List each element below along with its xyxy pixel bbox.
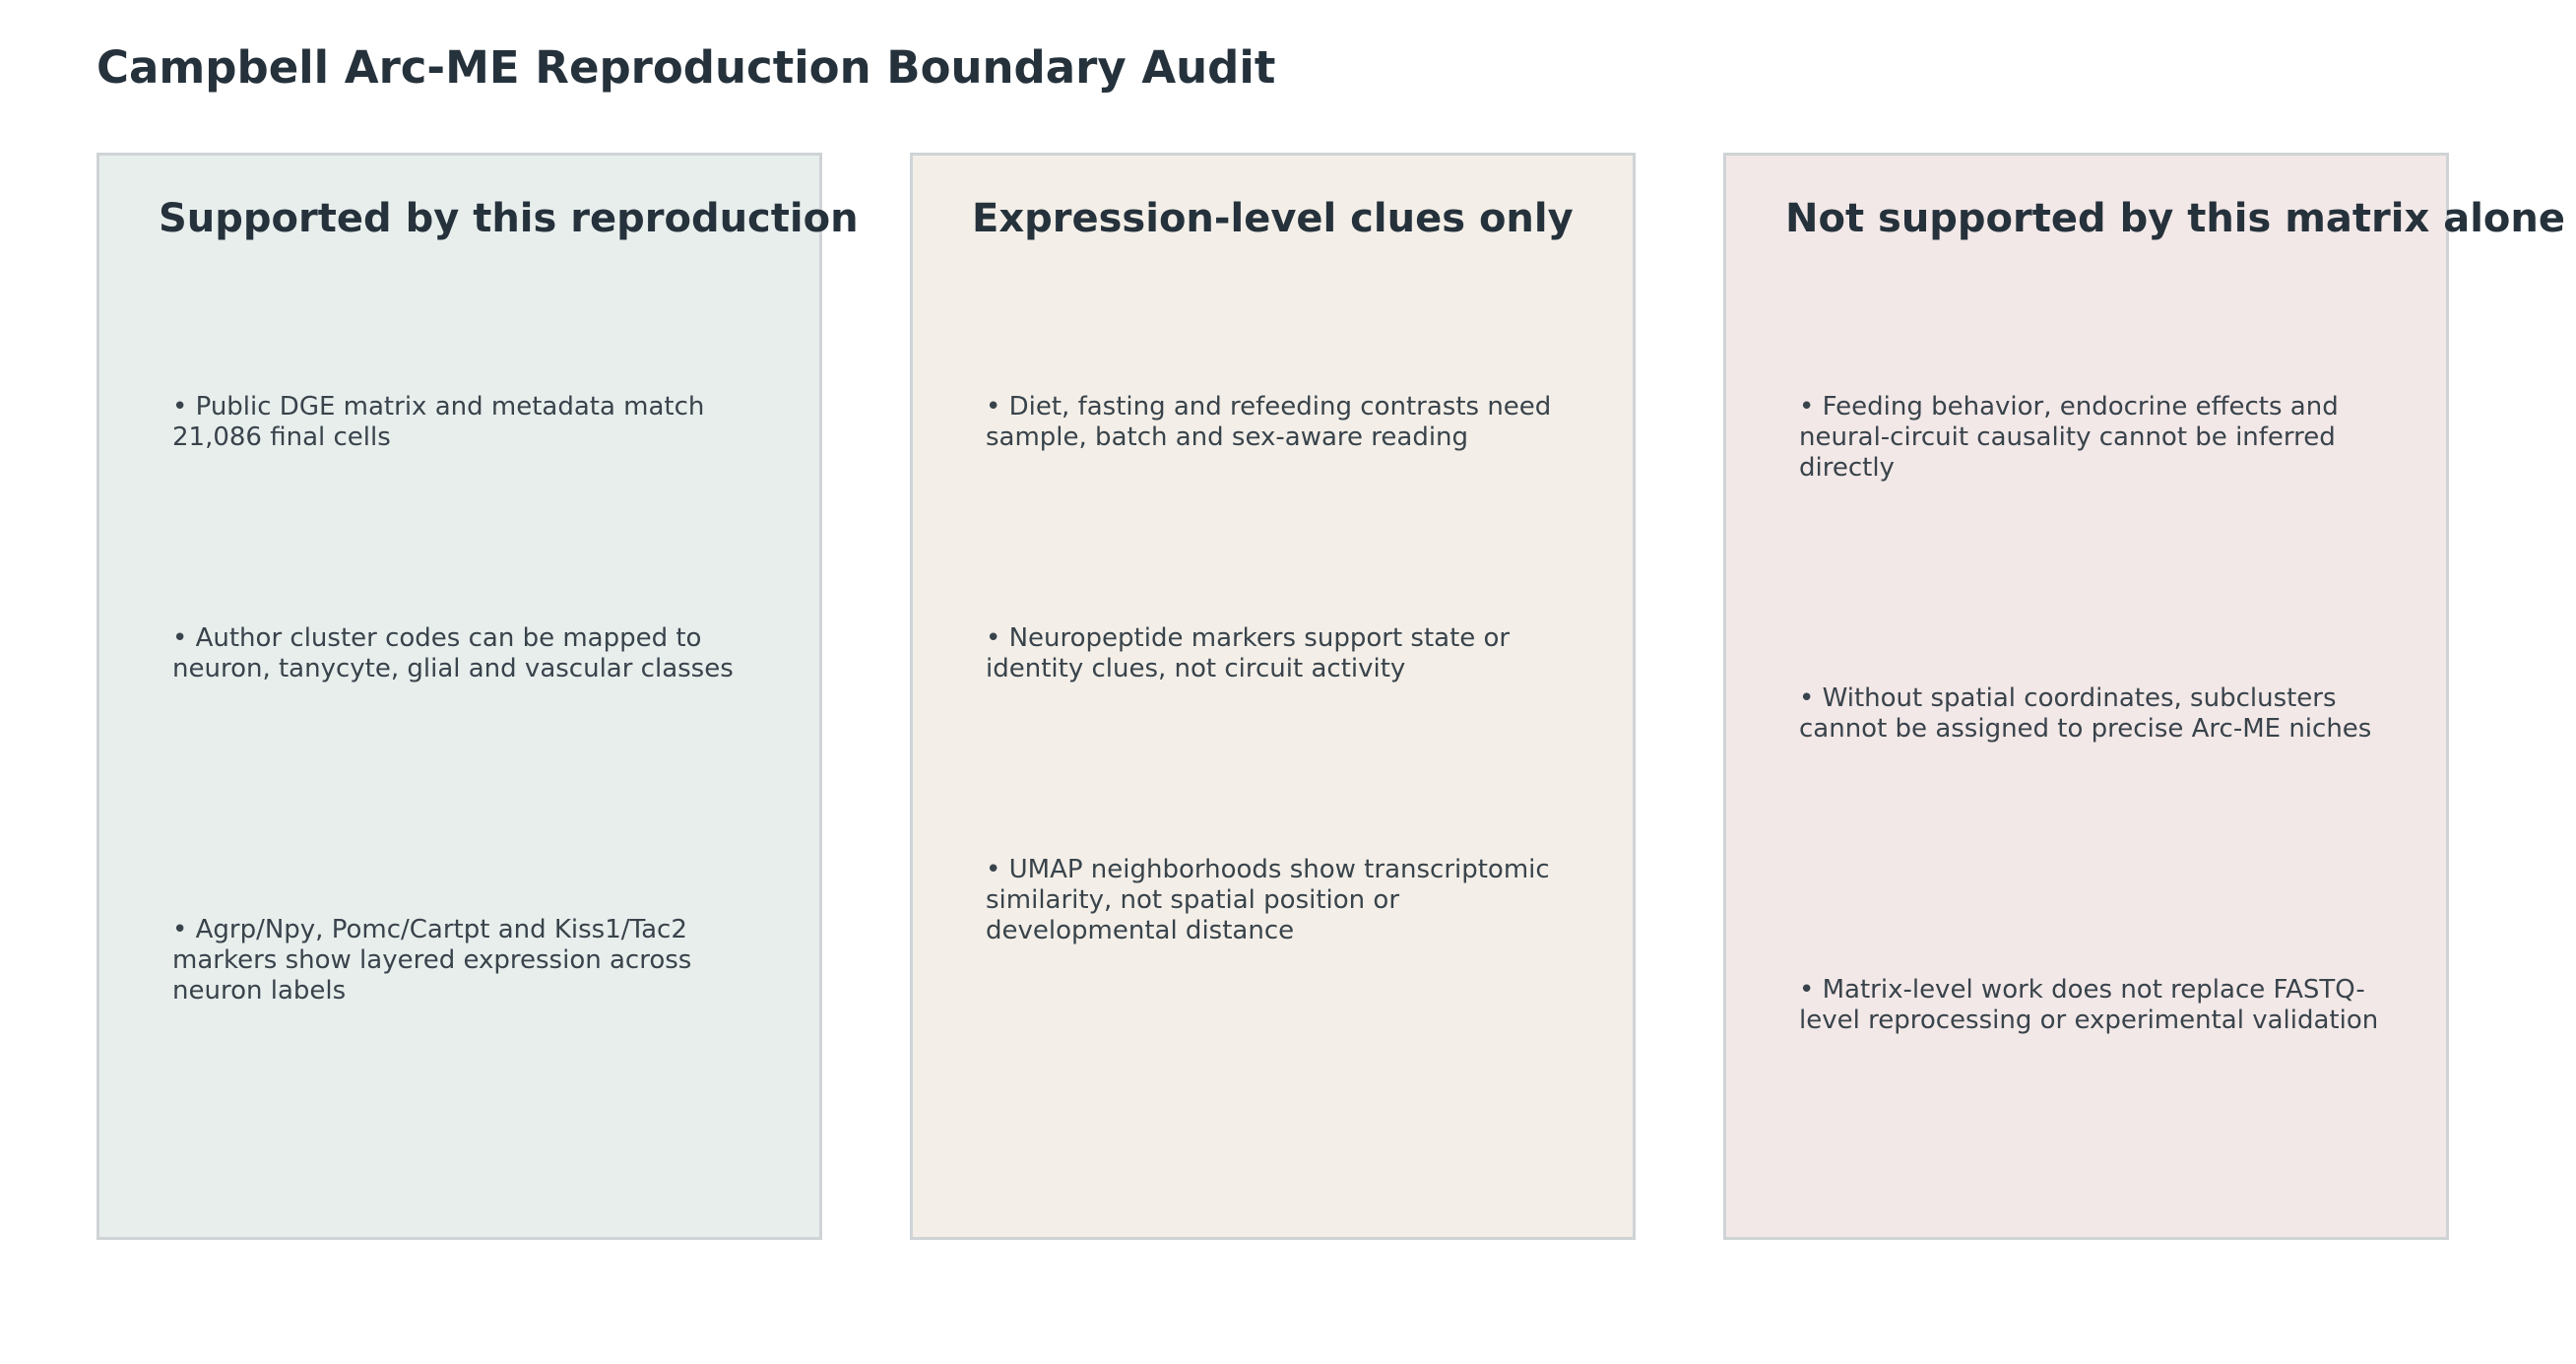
unsupported-item: • Without spatial coordinates, subcluste… — [1799, 683, 2372, 744]
supported-item: • Author cluster codes can be mapped to … — [172, 623, 734, 683]
unsupported-panel: Not supported by this matrix alone • Fee… — [1723, 153, 2565, 1240]
clues-item: • Diet, fasting and refeeding contrasts … — [986, 392, 1552, 452]
supported-item: • Agrp/Npy, Pomc/Cartpt and Kiss1/Tac2 m… — [172, 915, 692, 1006]
unsupported-panel-heading: Not supported by this matrix alone — [1785, 196, 2565, 241]
clues-panel-heading: Expression-level clues only — [972, 196, 1574, 241]
page-title: Campbell Arc-ME Reproduction Boundary Au… — [97, 41, 1276, 94]
unsupported-item: • Matrix-level work does not replace FAS… — [1799, 975, 2379, 1035]
clues-item: • UMAP neighborhoods show transcriptomic… — [986, 855, 1550, 945]
supported-item: • Public DGE matrix and metadata match 2… — [172, 392, 705, 452]
supported-panel-heading: Supported by this reproduction — [159, 196, 859, 241]
clues-panel: Expression-level clues only • Diet, fast… — [910, 153, 1636, 1240]
unsupported-item: • Feeding behavior, endocrine effects an… — [1799, 392, 2339, 483]
supported-panel: Supported by this reproduction • Public … — [97, 153, 859, 1240]
clues-item: • Neuropeptide markers support state or … — [986, 623, 1511, 683]
